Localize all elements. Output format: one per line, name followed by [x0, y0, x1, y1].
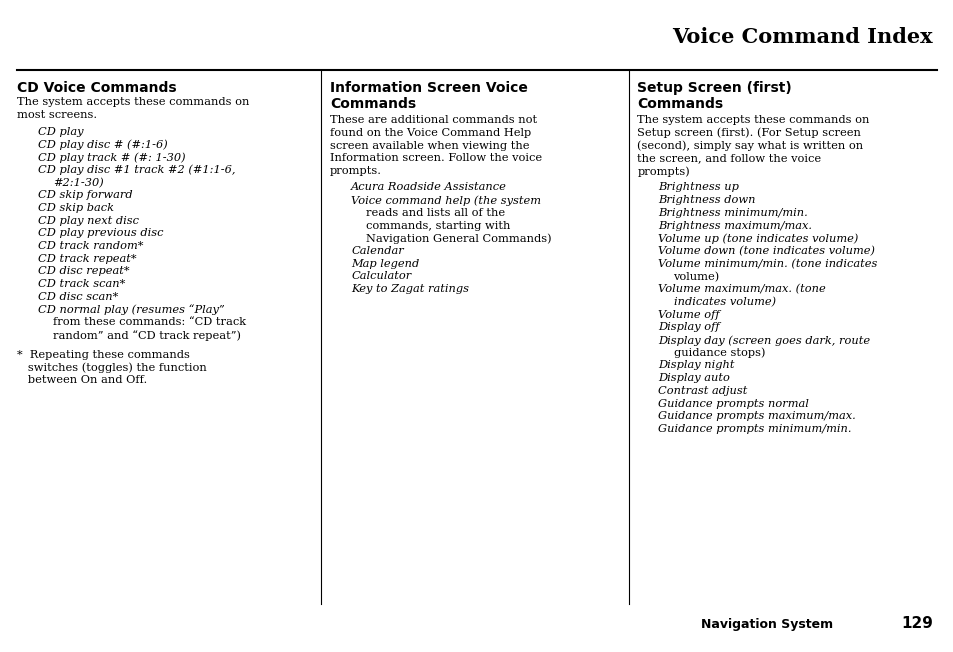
Text: Commands: Commands — [330, 97, 416, 111]
Text: most screens.: most screens. — [17, 110, 97, 120]
Text: Commands: Commands — [637, 97, 722, 111]
Text: Display off: Display off — [658, 322, 720, 333]
Text: CD disc repeat*: CD disc repeat* — [38, 267, 130, 276]
Text: screen available when viewing the: screen available when viewing the — [330, 141, 529, 151]
Text: #2:1-30): #2:1-30) — [53, 177, 104, 188]
Text: Volume maximum/max. (tone: Volume maximum/max. (tone — [658, 284, 825, 295]
Text: Guidance prompts normal: Guidance prompts normal — [658, 398, 808, 409]
Text: CD skip forward: CD skip forward — [38, 190, 132, 200]
Text: Setup screen (first). (For Setup screen: Setup screen (first). (For Setup screen — [637, 128, 861, 138]
Text: Volume off: Volume off — [658, 310, 720, 319]
Text: CD track random*: CD track random* — [38, 241, 144, 251]
Text: Display auto: Display auto — [658, 373, 729, 383]
Text: indicates volume): indicates volume) — [673, 297, 775, 307]
Text: between On and Off.: between On and Off. — [17, 375, 148, 385]
Text: Navigation System: Navigation System — [700, 618, 832, 631]
Text: guidance stops): guidance stops) — [673, 348, 764, 359]
Text: Navigation General Commands): Navigation General Commands) — [366, 233, 552, 244]
Text: commands, starting with: commands, starting with — [366, 220, 510, 231]
Text: CD play next disc: CD play next disc — [38, 216, 139, 226]
Text: CD play track # (#: 1-30): CD play track # (#: 1-30) — [38, 152, 186, 162]
Text: random” and “CD track repeat”): random” and “CD track repeat”) — [53, 330, 241, 341]
Text: volume): volume) — [673, 271, 719, 282]
Text: Brightness maximum/max.: Brightness maximum/max. — [658, 220, 811, 231]
Text: prompts): prompts) — [637, 166, 689, 177]
Text: CD disc scan*: CD disc scan* — [38, 292, 118, 302]
Text: CD track scan*: CD track scan* — [38, 279, 126, 289]
Text: CD play disc # (#:1-6): CD play disc # (#:1-6) — [38, 140, 168, 150]
Text: from these commands: “CD track: from these commands: “CD track — [53, 318, 246, 327]
Text: CD Voice Commands: CD Voice Commands — [17, 81, 176, 95]
Text: Information screen. Follow the voice: Information screen. Follow the voice — [330, 153, 541, 163]
Text: Brightness up: Brightness up — [658, 183, 739, 192]
Text: Volume minimum/min. (tone indicates: Volume minimum/min. (tone indicates — [658, 259, 877, 269]
Text: switches (toggles) the function: switches (toggles) the function — [17, 363, 207, 373]
Text: Guidance prompts maximum/max.: Guidance prompts maximum/max. — [658, 411, 855, 421]
Text: 129: 129 — [901, 616, 932, 631]
Text: Volume up (tone indicates volume): Volume up (tone indicates volume) — [658, 233, 858, 244]
Text: Key to Zagat ratings: Key to Zagat ratings — [351, 284, 469, 294]
Text: prompts.: prompts. — [330, 166, 382, 176]
Text: *  Repeating these commands: * Repeating these commands — [17, 349, 190, 360]
Text: Voice command help (the system: Voice command help (the system — [351, 195, 540, 206]
Text: Calendar: Calendar — [351, 246, 403, 256]
Text: Information Screen Voice: Information Screen Voice — [330, 81, 527, 95]
Text: Acura Roadside Assistance: Acura Roadside Assistance — [351, 183, 506, 192]
Text: Calculator: Calculator — [351, 271, 411, 282]
Text: reads and lists all of the: reads and lists all of the — [366, 208, 505, 218]
Text: CD track repeat*: CD track repeat* — [38, 254, 136, 263]
Text: Setup Screen (first): Setup Screen (first) — [637, 81, 791, 95]
Text: Guidance prompts minimum/min.: Guidance prompts minimum/min. — [658, 424, 851, 434]
Text: Brightness down: Brightness down — [658, 195, 755, 205]
Text: CD play: CD play — [38, 126, 84, 136]
Text: CD play disc #1 track #2 (#1:1-6,: CD play disc #1 track #2 (#1:1-6, — [38, 165, 235, 175]
Text: The system accepts these commands on: The system accepts these commands on — [637, 115, 869, 125]
Text: The system accepts these commands on: The system accepts these commands on — [17, 97, 250, 108]
Text: Display night: Display night — [658, 361, 734, 370]
Text: CD play previous disc: CD play previous disc — [38, 228, 164, 238]
Text: the screen, and follow the voice: the screen, and follow the voice — [637, 153, 821, 163]
Text: Map legend: Map legend — [351, 259, 419, 269]
Text: Voice Command Index: Voice Command Index — [672, 27, 932, 48]
Text: Brightness minimum/min.: Brightness minimum/min. — [658, 208, 807, 218]
Text: CD normal play (resumes “Play”: CD normal play (resumes “Play” — [38, 304, 225, 316]
Text: CD skip back: CD skip back — [38, 203, 114, 213]
Text: Contrast adjust: Contrast adjust — [658, 386, 747, 396]
Text: (second), simply say what is written on: (second), simply say what is written on — [637, 141, 862, 151]
Text: found on the Voice Command Help: found on the Voice Command Help — [330, 128, 531, 138]
Text: These are additional commands not: These are additional commands not — [330, 115, 537, 125]
Text: Volume down (tone indicates volume): Volume down (tone indicates volume) — [658, 246, 874, 256]
Text: Display day (screen goes dark, route: Display day (screen goes dark, route — [658, 335, 869, 346]
